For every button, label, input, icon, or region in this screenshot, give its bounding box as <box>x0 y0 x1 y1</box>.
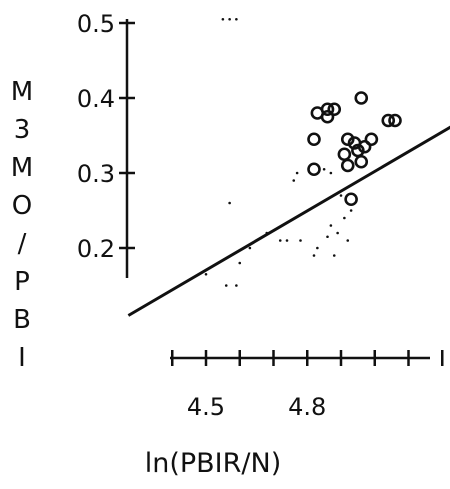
dot-point <box>235 284 238 287</box>
dot-point <box>332 254 336 257</box>
y-axis-title-char: P <box>14 267 30 297</box>
dot-point <box>278 239 282 242</box>
dot-point <box>228 201 231 205</box>
open-circle-point <box>340 132 355 147</box>
y-axis: 0.2 0.3 0.4 0.5 <box>77 10 135 278</box>
y-axis-title-char: 3 <box>14 115 31 145</box>
y-axis-title-char: I <box>18 343 26 373</box>
y-tick-label: 0.3 <box>77 160 115 188</box>
dot-point <box>336 231 339 235</box>
open-circle-point <box>344 192 358 207</box>
dot-point <box>322 167 326 171</box>
dot-point <box>204 272 208 276</box>
open-circle-point <box>357 139 372 154</box>
open-circle-point <box>354 91 369 105</box>
dot-point <box>235 17 238 21</box>
dot-point <box>285 239 289 242</box>
regression-line <box>127 125 450 317</box>
dot-point <box>299 239 302 242</box>
open-circle-point <box>337 147 352 162</box>
dot-point <box>346 239 350 242</box>
x-axis: 4.5 4.8 <box>170 350 444 421</box>
dot-point <box>224 284 228 287</box>
dot-point <box>238 261 242 265</box>
dot-point <box>248 246 252 250</box>
open-circle-point <box>340 158 355 173</box>
x-tick-label: 4.8 <box>288 393 326 421</box>
dot-point <box>316 246 319 250</box>
y-axis-title-char: B <box>13 305 31 335</box>
open-circle-point <box>307 162 321 177</box>
open-circle-point <box>327 102 342 117</box>
y-axis-title-char: M <box>11 153 33 183</box>
y-tick-label: 0.4 <box>77 85 115 113</box>
open-circle-point <box>381 113 396 128</box>
dot-point <box>329 171 333 175</box>
open-circle-point <box>388 113 402 128</box>
dot-point <box>326 235 329 239</box>
x-axis-title: ln(PBIR/N) <box>145 448 282 479</box>
open-circle-point <box>364 132 379 147</box>
dot-point <box>292 179 296 182</box>
dot-point <box>312 254 316 257</box>
dot-point <box>339 194 343 197</box>
dot-point <box>343 216 346 220</box>
x-tick-label: 4.5 <box>187 393 225 421</box>
y-tick-label: 0.5 <box>77 10 115 38</box>
dot-point <box>295 171 299 175</box>
fit-line <box>127 125 450 317</box>
y-axis-title-char: O <box>12 191 32 221</box>
open-circle-point <box>354 154 369 169</box>
dot-point <box>265 231 269 235</box>
y-tick-label: 0.2 <box>77 235 115 263</box>
dot-point <box>228 17 231 21</box>
open-circle-point <box>307 132 321 147</box>
dot-point <box>349 209 353 212</box>
y-axis-title-char: M <box>11 77 33 107</box>
open-circle-point <box>320 102 335 117</box>
data-points <box>204 17 402 287</box>
dot-point <box>221 17 225 21</box>
dot-point <box>329 224 333 227</box>
open-circle-point <box>320 109 335 124</box>
y-axis-title-char: / <box>18 229 27 259</box>
